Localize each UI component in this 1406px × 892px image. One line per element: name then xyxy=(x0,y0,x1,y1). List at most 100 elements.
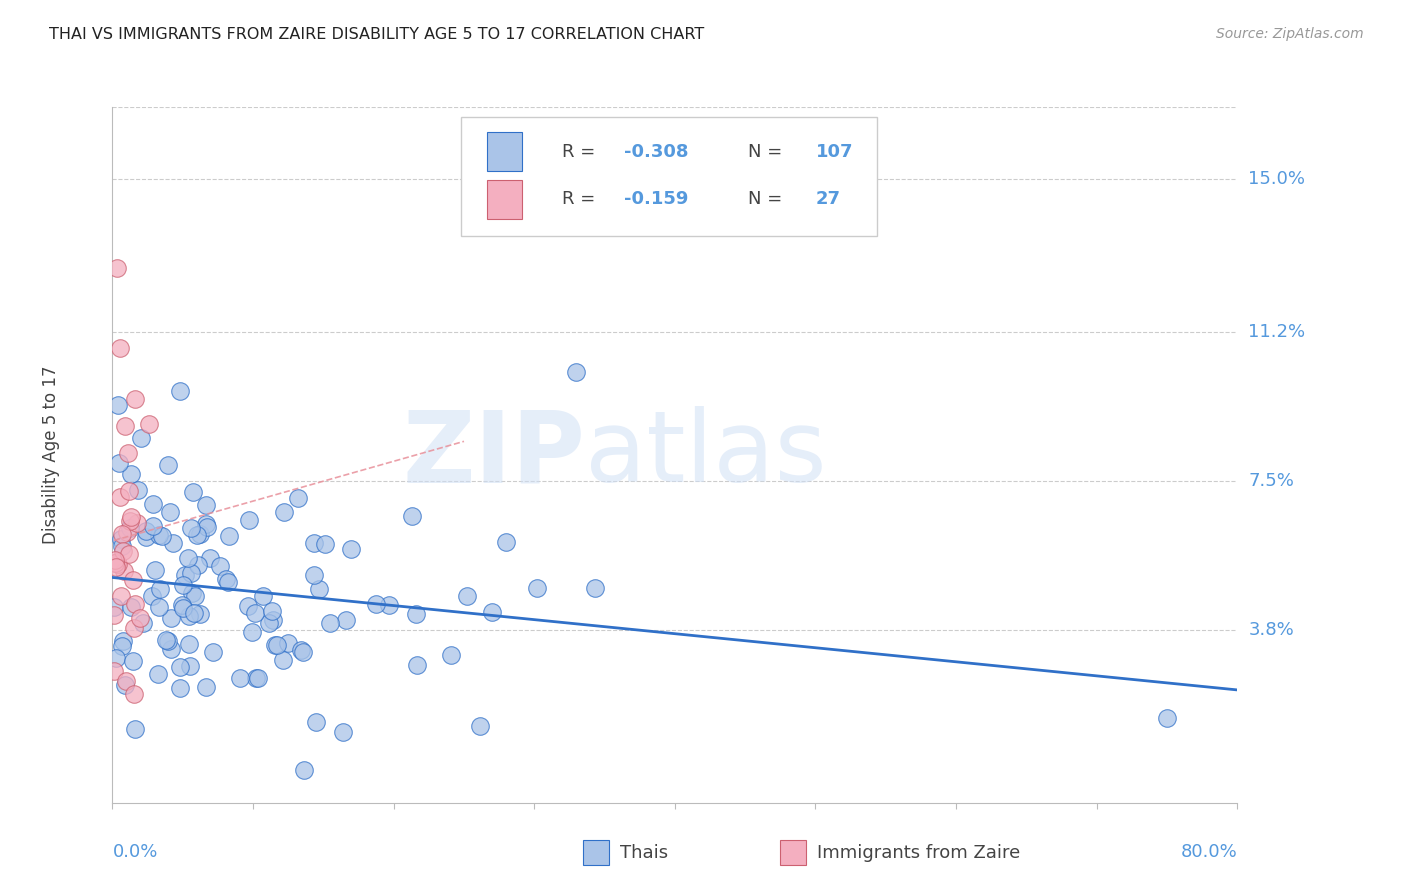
Point xyxy=(176,550,198,565)
Bar xyxy=(486,132,523,171)
Text: -0.308: -0.308 xyxy=(624,143,689,161)
Point xyxy=(145,563,167,577)
Point xyxy=(187,558,209,573)
Point xyxy=(332,725,354,739)
Point xyxy=(481,606,503,620)
Point xyxy=(495,535,517,549)
Point xyxy=(121,654,143,668)
Text: atlas: atlas xyxy=(585,407,827,503)
Point xyxy=(565,366,588,380)
Point xyxy=(114,678,136,692)
Point xyxy=(103,608,125,623)
Point xyxy=(124,723,146,737)
Point xyxy=(215,572,238,586)
Point xyxy=(155,632,177,647)
Point xyxy=(335,613,357,627)
Point xyxy=(195,520,218,534)
Point xyxy=(150,529,173,543)
Point xyxy=(262,613,284,627)
Point xyxy=(120,467,142,481)
Text: 0.0%: 0.0% xyxy=(112,843,157,861)
Point xyxy=(122,687,145,701)
FancyBboxPatch shape xyxy=(461,118,877,235)
Point xyxy=(314,536,336,550)
Point xyxy=(114,673,136,688)
Point xyxy=(177,609,200,624)
Point xyxy=(200,551,222,566)
Point xyxy=(440,648,463,662)
Point xyxy=(105,260,128,275)
Point xyxy=(180,566,202,581)
Point xyxy=(305,715,328,730)
Point xyxy=(162,536,184,550)
Point xyxy=(262,604,284,618)
Point xyxy=(159,505,181,519)
Text: Immigrants from Zaire: Immigrants from Zaire xyxy=(817,844,1021,862)
Point xyxy=(104,553,127,567)
Point xyxy=(377,599,399,613)
Point xyxy=(183,589,205,603)
Point xyxy=(468,719,491,733)
Point xyxy=(264,638,287,652)
Point xyxy=(117,446,139,460)
Text: N =: N = xyxy=(748,190,787,209)
Point xyxy=(142,497,165,511)
Point xyxy=(127,516,149,530)
Point xyxy=(127,483,149,498)
Text: 27: 27 xyxy=(815,190,841,209)
Text: 7.5%: 7.5% xyxy=(1249,472,1295,490)
Point xyxy=(148,528,170,542)
Point xyxy=(243,606,266,620)
Point xyxy=(111,544,134,558)
Point xyxy=(120,521,142,535)
Point xyxy=(169,660,191,674)
Point xyxy=(108,342,131,356)
Point xyxy=(107,557,129,571)
Point xyxy=(114,418,136,433)
Point xyxy=(124,392,146,406)
Point xyxy=(160,611,183,625)
Point xyxy=(583,582,606,596)
Bar xyxy=(486,180,523,219)
Point xyxy=(138,417,160,432)
Point xyxy=(174,567,197,582)
Point xyxy=(218,529,240,543)
Point xyxy=(120,514,142,528)
Point xyxy=(319,615,342,630)
Point xyxy=(170,599,193,613)
Text: 107: 107 xyxy=(815,143,853,161)
Point xyxy=(103,664,125,678)
Point xyxy=(209,558,232,573)
Point xyxy=(148,599,170,614)
Point xyxy=(157,458,180,472)
Point xyxy=(245,671,267,685)
Point xyxy=(111,526,134,541)
Point xyxy=(308,582,330,596)
Point xyxy=(121,573,143,587)
Point xyxy=(195,681,218,695)
Point xyxy=(107,398,129,412)
Point xyxy=(105,560,128,574)
Point xyxy=(115,524,138,539)
Point xyxy=(456,589,478,603)
Bar xyxy=(583,840,609,865)
Point xyxy=(273,653,295,667)
Point xyxy=(108,456,131,470)
Point xyxy=(135,524,157,538)
Point xyxy=(302,567,325,582)
Point xyxy=(366,597,388,611)
Point xyxy=(146,666,169,681)
Text: Source: ZipAtlas.com: Source: ZipAtlas.com xyxy=(1216,27,1364,41)
Point xyxy=(242,625,264,640)
Text: 80.0%: 80.0% xyxy=(1181,843,1237,861)
Text: THAI VS IMMIGRANTS FROM ZAIRE DISABILITY AGE 5 TO 17 CORRELATION CHART: THAI VS IMMIGRANTS FROM ZAIRE DISABILITY… xyxy=(49,27,704,42)
Point xyxy=(186,528,208,542)
Point xyxy=(141,589,163,603)
Point xyxy=(108,490,131,504)
Point xyxy=(252,589,274,603)
Point xyxy=(118,547,141,561)
Point xyxy=(183,606,205,620)
Text: ZIP: ZIP xyxy=(402,407,585,503)
Point xyxy=(179,659,201,673)
Point xyxy=(401,508,423,523)
